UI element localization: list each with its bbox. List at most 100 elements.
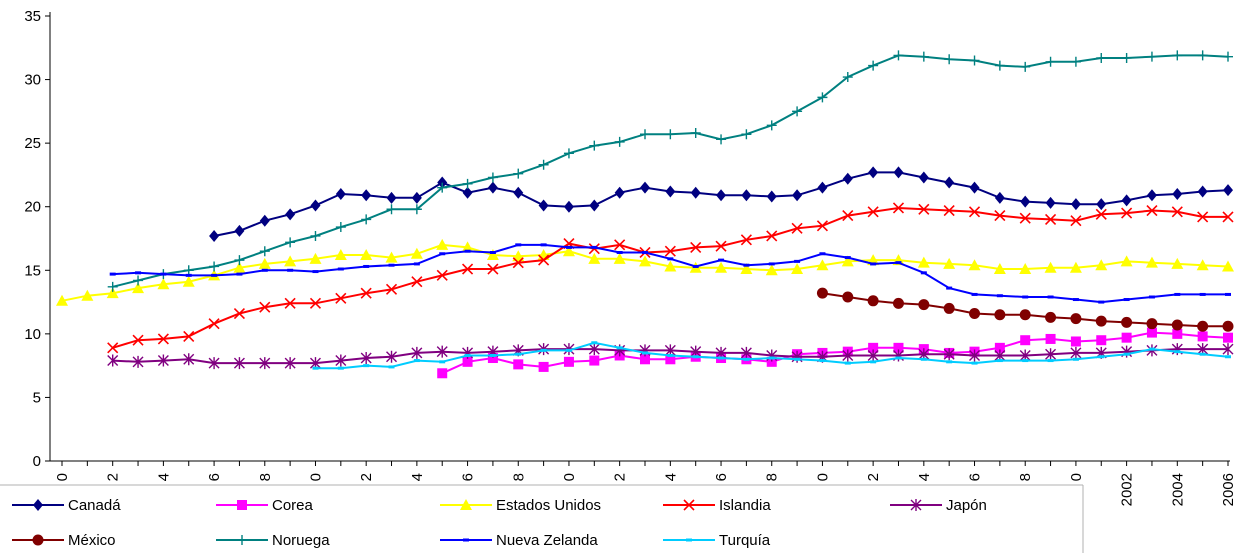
data-point: [867, 349, 879, 362]
data-point: [107, 354, 119, 367]
data-point: [437, 368, 448, 379]
data-point: [513, 359, 524, 370]
data-point: [892, 297, 904, 309]
data-point: [1146, 204, 1158, 217]
data-point: [969, 308, 981, 320]
data-point: [1095, 208, 1107, 220]
data-point: [664, 260, 677, 272]
x-tick-label: 2: [612, 473, 629, 481]
data-point: [1045, 56, 1056, 67]
data-point: [361, 189, 372, 202]
data-point: [944, 54, 955, 65]
legend-marker: [33, 499, 43, 511]
y-tick-label: 5: [33, 389, 41, 406]
data-point: [461, 241, 474, 253]
data-point: [259, 214, 270, 227]
data-point: [1172, 188, 1183, 200]
x-tick-label: 4: [155, 473, 172, 481]
x-tick-label: 6: [460, 473, 477, 481]
data-point: [613, 252, 626, 264]
legend-label: Nueva Zelanda: [496, 532, 598, 549]
data-point: [411, 191, 422, 204]
x-axis: 0 2 4 6 8 0 2 4 6 8 0 2 4 6 8 0 2 4 6 8 0 2002 2004 2006: [50, 460, 1236, 506]
data-point: [1171, 319, 1183, 331]
data-point: [943, 204, 955, 217]
data-point: [436, 238, 449, 250]
data-point: [842, 349, 854, 362]
data-point: [640, 354, 650, 365]
data-point: [868, 166, 879, 179]
data-point: [842, 72, 853, 83]
x-tick-label: 0: [814, 473, 831, 481]
data-point: [310, 199, 321, 212]
data-point: [1222, 260, 1234, 272]
data-point: [1121, 332, 1132, 343]
data-point: [918, 299, 930, 311]
data-point: [918, 171, 929, 184]
data-point: [538, 159, 549, 170]
data-point: [1070, 346, 1082, 359]
data-point: [1197, 50, 1208, 61]
x-tick-label: 2004: [1169, 473, 1186, 506]
data-point: [259, 301, 271, 313]
series-nueva-zelanda: [109, 243, 1231, 304]
data-point: [917, 256, 930, 268]
data-point: [334, 249, 347, 261]
x-tick-label: 4: [662, 473, 679, 481]
data-point: [107, 342, 119, 354]
data-point: [385, 283, 398, 295]
data-point: [1121, 207, 1133, 219]
data-point: [1095, 259, 1108, 271]
data-point: [284, 255, 297, 267]
series-layer: [56, 50, 1234, 379]
legend-label: México: [68, 532, 116, 549]
data-point: [233, 261, 246, 273]
data-point: [461, 263, 474, 275]
data-point: [1020, 195, 1031, 208]
data-point: [335, 188, 346, 200]
data-point: [741, 129, 752, 140]
data-point: [411, 276, 423, 288]
data-point: [1019, 212, 1031, 224]
data-point: [1070, 56, 1081, 67]
data-point: [1121, 316, 1133, 328]
legend-item-canada: Canadá: [12, 497, 121, 514]
data-point: [563, 200, 574, 213]
series-turquia: [312, 341, 1231, 370]
data-point: [234, 255, 245, 266]
y-tick-label: 10: [24, 326, 41, 343]
data-point: [1045, 333, 1056, 344]
x-tick-label: 8: [257, 473, 274, 481]
data-point: [993, 263, 1006, 275]
legend-label: Japón: [946, 497, 987, 514]
data-point: [538, 199, 549, 212]
data-point: [310, 230, 321, 241]
y-tick-label: 35: [24, 8, 41, 25]
y-tick-label: 0: [33, 453, 41, 470]
data-point: [690, 186, 701, 199]
data-point: [157, 354, 169, 367]
data-point: [1222, 211, 1234, 223]
data-point: [486, 249, 499, 261]
data-point: [538, 361, 549, 372]
data-point: [918, 51, 929, 62]
data-point: [1172, 50, 1183, 61]
data-point: [842, 172, 853, 185]
data-point: [309, 297, 322, 309]
x-tick-label: 0: [1068, 473, 1085, 481]
data-point: [1096, 198, 1107, 211]
data-point: [1096, 52, 1107, 63]
legend-label: Corea: [272, 497, 314, 514]
data-point: [309, 252, 322, 264]
x-tick-label: 2: [865, 473, 882, 481]
data-point: [1146, 51, 1157, 62]
data-point: [462, 186, 473, 199]
x-tick-label: 4: [409, 473, 426, 481]
y-tick-label: 30: [24, 72, 41, 89]
data-point: [563, 356, 574, 367]
data-point: [1070, 336, 1081, 347]
data-point: [766, 356, 777, 367]
data-point: [792, 189, 803, 202]
